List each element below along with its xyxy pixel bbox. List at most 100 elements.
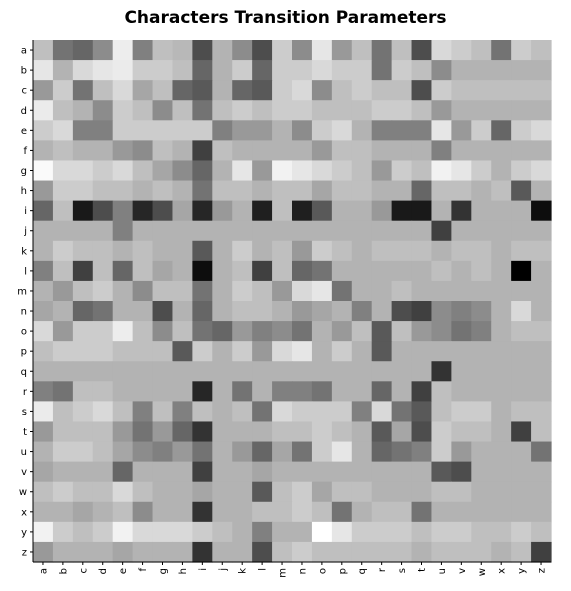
- heatmap-cell-w-m: [272, 482, 293, 503]
- heatmap-cell-m-s: [392, 281, 413, 302]
- heatmap-cell-r-o: [312, 381, 333, 402]
- heatmap-cell-w-z: [531, 482, 552, 503]
- heatmap-cell-t-y: [511, 421, 532, 442]
- heatmap-cell-p-r: [372, 341, 393, 362]
- heatmap-cell-m-g: [153, 281, 174, 302]
- heatmap-cell-q-o: [312, 361, 333, 382]
- heatmap-cell-i-h: [172, 201, 193, 222]
- heatmap-cell-j-p: [332, 221, 353, 242]
- heatmap-cell-c-o: [312, 80, 333, 101]
- heatmap-cell-v-i: [192, 462, 213, 483]
- heatmap-cell-g-f: [133, 160, 154, 181]
- heatmap-cell-d-c: [73, 100, 94, 121]
- x-tick-label-b: b: [58, 568, 69, 574]
- heatmap-cell-b-s: [392, 60, 413, 81]
- heatmap-cell-n-r: [372, 301, 393, 322]
- heatmap-cell-t-v: [451, 421, 472, 442]
- heatmap-cell-d-o: [312, 100, 333, 121]
- heatmap-cell-j-f: [133, 221, 154, 242]
- heatmap-cell-a-j: [212, 40, 233, 61]
- heatmap-cell-b-t: [412, 60, 433, 81]
- heatmap-cell-h-p: [332, 181, 353, 202]
- heatmap-cell-x-f: [133, 502, 154, 523]
- heatmap-cell-y-f: [133, 522, 154, 543]
- heatmap-cell-s-k: [232, 401, 253, 422]
- heatmap-cell-x-c: [73, 502, 94, 523]
- heatmap-cell-d-k: [232, 100, 253, 121]
- heatmap-cell-x-g: [153, 502, 174, 523]
- heatmap-cell-v-k: [232, 462, 253, 483]
- heatmap-cell-u-s: [392, 442, 413, 463]
- heatmap-cell-l-n: [292, 261, 313, 282]
- heatmap-cell-t-b: [53, 421, 74, 442]
- heatmap-cell-q-n: [292, 361, 313, 382]
- heatmap-cell-i-m: [272, 201, 293, 222]
- heatmap-cell-d-t: [412, 100, 433, 121]
- heatmap-cell-k-c: [73, 241, 94, 262]
- heatmap-cell-o-w: [471, 321, 492, 342]
- heatmap-cell-d-z: [531, 100, 552, 121]
- heatmap-cell-s-a: [33, 401, 54, 422]
- heatmap-cell-g-s: [392, 160, 413, 181]
- heatmap-cell-c-t: [412, 80, 433, 101]
- heatmap-cell-y-z: [531, 522, 552, 543]
- heatmap-cell-r-n: [292, 381, 313, 402]
- heatmap-cell-t-j: [212, 421, 233, 442]
- heatmap-cell-l-s: [392, 261, 413, 282]
- heatmap-cell-c-i: [192, 80, 213, 101]
- x-tick-label-v: v: [457, 568, 468, 574]
- heatmap-cell-n-l: [252, 301, 273, 322]
- heatmap-cell-m-d: [93, 281, 114, 302]
- y-tick-label-i: i: [24, 206, 27, 217]
- heatmap-cell-c-q: [352, 80, 373, 101]
- heatmap-cell-d-l: [252, 100, 273, 121]
- heatmap-cell-q-y: [511, 361, 532, 382]
- heatmap-cell-l-u: [431, 261, 452, 282]
- heatmap-cell-o-p: [332, 321, 353, 342]
- heatmap-cell-b-x: [491, 60, 512, 81]
- heatmap-cell-d-g: [153, 100, 174, 121]
- heatmap-cell-g-e: [113, 160, 134, 181]
- heatmap-cell-g-x: [491, 160, 512, 181]
- heatmap-cell-i-l: [252, 201, 273, 222]
- heatmap-cell-h-s: [392, 181, 413, 202]
- heatmap-cell-z-o: [312, 542, 333, 563]
- heatmap-cell-f-h: [172, 140, 193, 161]
- heatmap-cell-v-z: [531, 462, 552, 483]
- heatmap-cell-x-n: [292, 502, 313, 523]
- heatmap-cell-u-h: [172, 442, 193, 463]
- heatmap-cell-b-q: [352, 60, 373, 81]
- heatmap-cell-r-u: [431, 381, 452, 402]
- heatmap-cell-a-b: [53, 40, 74, 61]
- heatmap-cell-z-t: [412, 542, 433, 563]
- heatmap-cell-s-i: [192, 401, 213, 422]
- heatmap-cell-p-o: [312, 341, 333, 362]
- heatmap-cell-w-w: [471, 482, 492, 503]
- heatmap-cell-m-y: [511, 281, 532, 302]
- heatmap-cell-z-u: [431, 542, 452, 563]
- heatmap-cell-f-s: [392, 140, 413, 161]
- heatmap-cell-g-t: [412, 160, 433, 181]
- heatmap-cell-h-r: [372, 181, 393, 202]
- heatmap-cell-j-w: [471, 221, 492, 242]
- heatmap-cell-f-g: [153, 140, 174, 161]
- heatmap-cell-a-e: [113, 40, 134, 61]
- heatmap-cell-y-r: [372, 522, 393, 543]
- heatmap-cell-g-b: [53, 160, 74, 181]
- heatmap-cell-v-m: [272, 462, 293, 483]
- heatmap-cell-b-j: [212, 60, 233, 81]
- heatmap-cell-v-f: [133, 462, 154, 483]
- x-tick-label-k: k: [238, 568, 249, 574]
- heatmap-cell-k-s: [392, 241, 413, 262]
- heatmap-cell-b-l: [252, 60, 273, 81]
- heatmap-cell-g-h: [172, 160, 193, 181]
- heatmap-cell-k-a: [33, 241, 54, 262]
- heatmap-cell-r-v: [451, 381, 472, 402]
- heatmap-cell-n-h: [172, 301, 193, 322]
- heatmap-cell-t-c: [73, 421, 94, 442]
- heatmap-cell-u-l: [252, 442, 273, 463]
- heatmap-cell-j-z: [531, 221, 552, 242]
- heatmap-cell-w-j: [212, 482, 233, 503]
- heatmap-cell-r-m: [272, 381, 293, 402]
- heatmap-cell-a-i: [192, 40, 213, 61]
